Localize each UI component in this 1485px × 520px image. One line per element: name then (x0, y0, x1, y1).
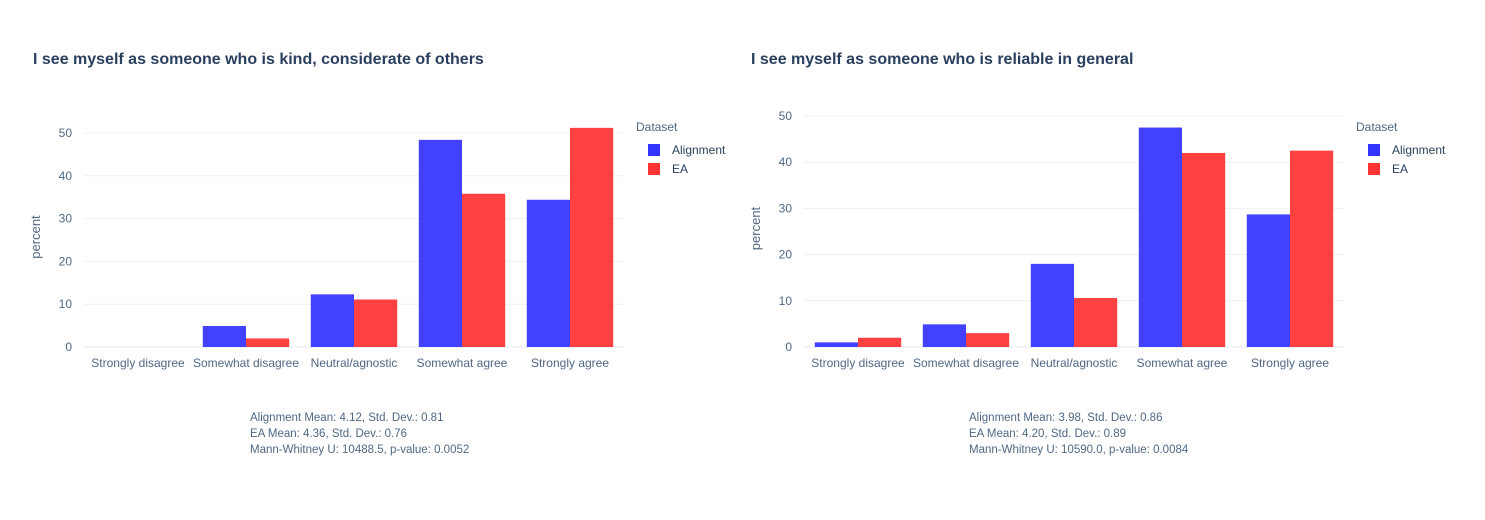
stats-line: Mann-Whitney U: 10488.5, p-value: 0.0052 (250, 444, 470, 456)
y-tick-label: 40 (779, 155, 793, 169)
legend-item-alignment[interactable]: Alignment (636, 140, 725, 159)
bar-alignment (1030, 263, 1074, 347)
chart-panel-reliable: I see myself as someone who is reliable … (718, 0, 1445, 520)
bar-alignment (1138, 127, 1182, 347)
y-axis-title: percent (748, 206, 763, 250)
x-tick-label: Somewhat disagree (913, 356, 1019, 370)
bar-alignment (310, 294, 354, 347)
legend-title: Dataset (1356, 120, 1398, 134)
y-tick-label: 10 (779, 294, 793, 308)
x-tick-label: Somewhat agree (1137, 356, 1228, 370)
bar-chart-kind: 0 10 20 30 40 50 percent Strongly disagree Somew… (28, 126, 624, 370)
legend-swatch-ea (1368, 162, 1380, 175)
legend-label: EA (1392, 161, 1409, 176)
y-tick-label: 0 (65, 340, 72, 354)
bar-ea (570, 127, 614, 347)
y-tick-label: 30 (59, 212, 73, 226)
x-tick-label: Strongly agree (1251, 356, 1329, 370)
legend-swatch-alignment (648, 143, 660, 156)
x-tick-label: Somewhat disagree (193, 356, 299, 370)
legend-item-ea[interactable]: EA (636, 159, 725, 178)
legend-item-ea[interactable]: EA (1356, 159, 1445, 178)
bar-ea (246, 338, 290, 347)
bar-ea (1074, 298, 1118, 347)
x-tick-label: Neutral/agnostic (1031, 356, 1118, 370)
stats-annotation: Alignment Mean: 4.12, Std. Dev.: 0.81 EA… (250, 410, 469, 458)
y-tick-label: 50 (779, 109, 793, 123)
stats-line: Mann-Whitney U: 10590.0, p-value: 0.0084 (969, 444, 1189, 456)
bar-chart-reliable: 0 10 20 30 40 50 percent Strongly disagree Somew… (748, 109, 1344, 370)
stats-line: Alignment Mean: 4.12, Std. Dev.: 0.81 (250, 412, 444, 424)
bar-alignment (922, 324, 966, 347)
bar-ea (1290, 150, 1334, 347)
bar-ea (1182, 152, 1226, 347)
x-tick-label: Strongly agree (531, 356, 609, 370)
y-tick-label: 40 (59, 169, 73, 183)
legend-label: Alignment (672, 142, 726, 157)
x-tick-label: Somewhat agree (417, 356, 508, 370)
stats-annotation: Alignment Mean: 3.98, Std. Dev.: 0.86 EA… (969, 410, 1188, 458)
chart-title: I see myself as someone who is reliable … (751, 51, 1134, 68)
y-axis-title: percent (28, 215, 43, 259)
legend-title: Dataset (636, 120, 678, 134)
legend-label: EA (672, 161, 689, 176)
legend-swatch-ea (648, 162, 660, 175)
legend: Dataset Alignment EA (636, 120, 725, 178)
legend-item-alignment[interactable]: Alignment (1356, 140, 1445, 159)
y-tick-label: 20 (779, 248, 793, 262)
bar-ea (354, 299, 398, 347)
legend-swatch-alignment (1368, 143, 1380, 156)
bar-alignment (1246, 214, 1290, 347)
y-tick-label: 50 (59, 126, 73, 140)
y-tick-label: 0 (785, 340, 792, 354)
bar-ea (858, 337, 902, 347)
bar-alignment (526, 199, 570, 347)
stats-line: EA Mean: 4.36, Std. Dev.: 0.76 (250, 428, 408, 440)
x-tick-label: Neutral/agnostic (311, 356, 398, 370)
chart-panel-kind: I see myself as someone who is kind, con… (0, 0, 725, 520)
y-tick-label: 10 (59, 297, 73, 311)
y-tick-label: 20 (59, 254, 73, 268)
x-tick-label: Strongly disagree (91, 356, 185, 370)
chart-title: I see myself as someone who is kind, con… (33, 51, 484, 68)
stats-line: EA Mean: 4.20, Std. Dev.: 0.89 (969, 428, 1127, 440)
bar-ea (966, 333, 1010, 347)
bar-ea (462, 193, 506, 347)
bar-alignment (418, 139, 462, 347)
x-tick-label: Strongly disagree (811, 356, 905, 370)
bar-alignment (814, 342, 858, 347)
y-tick-label: 30 (779, 201, 793, 215)
stats-line: Alignment Mean: 3.98, Std. Dev.: 0.86 (969, 412, 1163, 424)
legend: Dataset Alignment EA (1356, 120, 1445, 178)
bar-alignment (202, 326, 246, 347)
legend-label: Alignment (1392, 142, 1446, 157)
